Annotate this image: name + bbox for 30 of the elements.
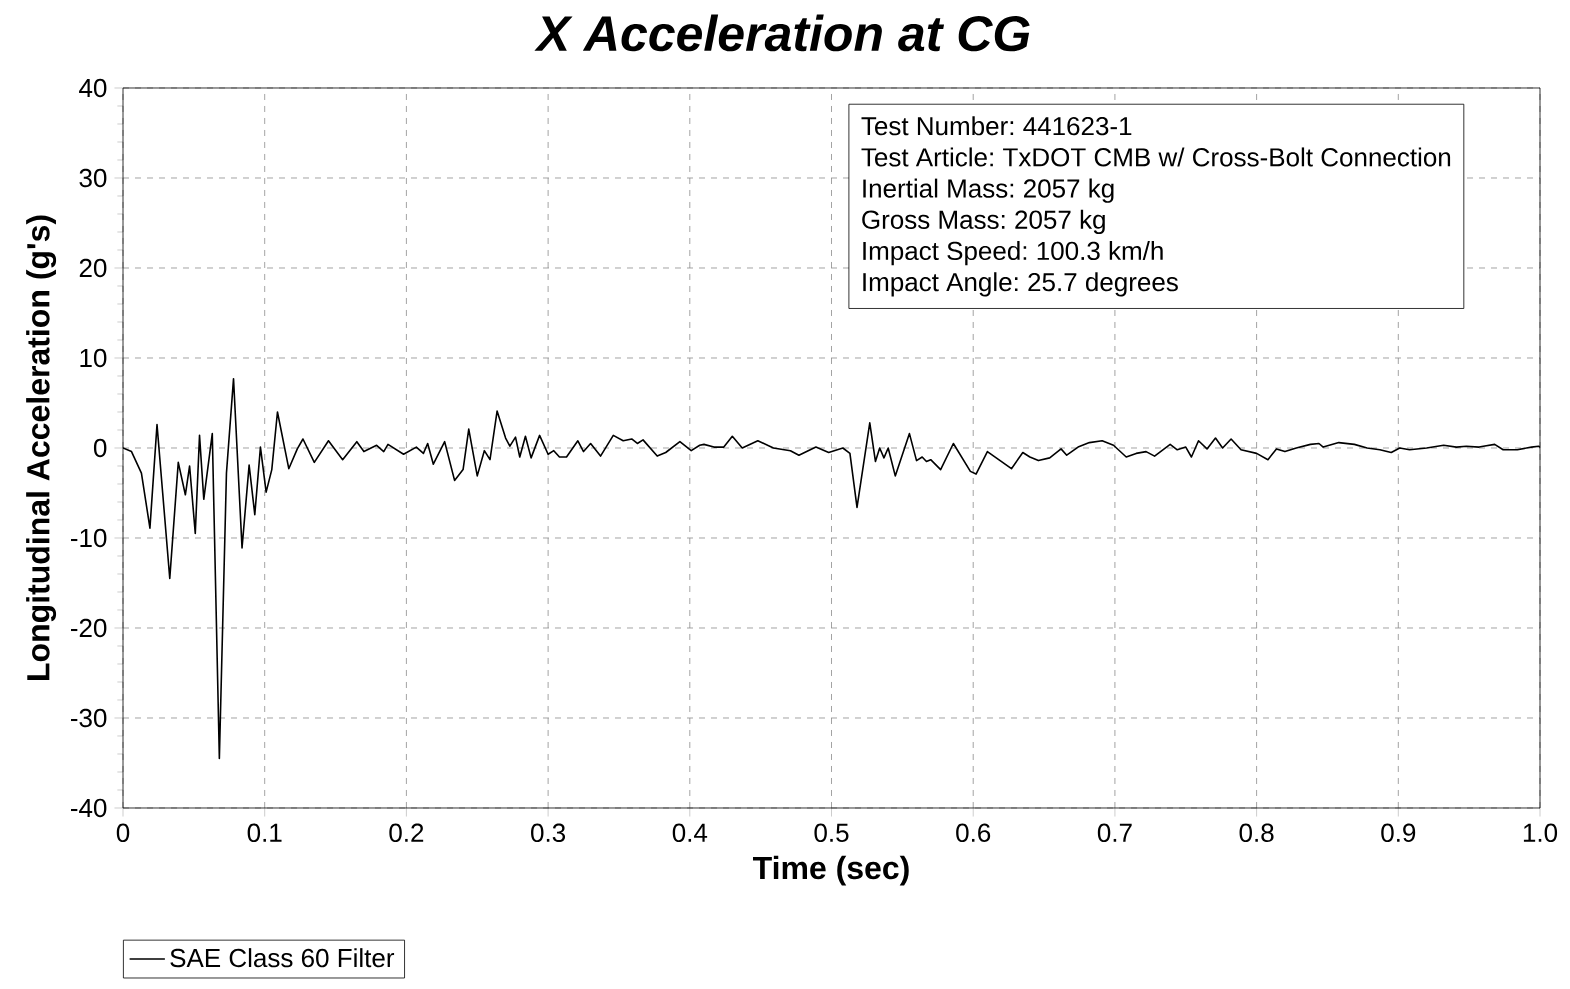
- x-tick-label: 0.2: [389, 823, 424, 842]
- x-tick-label: 0.9: [1381, 823, 1416, 842]
- chart-title: X Acceleration at CG: [534, 14, 1030, 52]
- x-tick-label: 0.7: [1097, 823, 1132, 842]
- y-tick-label: -20: [70, 618, 107, 638]
- annotation: Inertial Mass: 2057 kg: [863, 178, 1114, 203]
- x-tick-label: 1.0: [1523, 823, 1558, 842]
- x-tick-label: 0.4: [672, 823, 708, 842]
- x-tick-label: 0.3: [531, 823, 566, 842]
- x-tick-label: 0.6: [956, 823, 991, 842]
- y-tick-label: 40: [79, 78, 107, 98]
- annotation: Impact Speed: 100.3 km/h: [863, 241, 1163, 266]
- annotation: Test Number: 441623-1: [861, 116, 1132, 136]
- y-tick-label: -30: [70, 708, 107, 728]
- x-tick-label: 0.1: [247, 823, 282, 842]
- annotation: Impact Angle: 25.7 degrees: [863, 272, 1178, 297]
- y-tick-label: 30: [79, 168, 107, 188]
- legend-label: SAE Class 60 Filter: [170, 948, 395, 968]
- annotation: Gross Mass: 2057 kg: [862, 209, 1105, 235]
- y-axis-title: Longitudinal Acceleration (g's): [26, 215, 57, 680]
- x-tick-label: 0.8: [1239, 823, 1274, 842]
- x-axis-title: Time (sec): [753, 855, 909, 886]
- x-tick-label: 0: [116, 823, 130, 842]
- annotation: Test Article: TxDOT CMB w/ Cross-Bolt Connection: [861, 147, 1451, 167]
- y-tick-label: -10: [70, 528, 107, 548]
- y-tick-label: 0: [93, 438, 107, 458]
- x-tick-label: 0.5: [814, 823, 849, 842]
- y-tick-label: -40: [70, 798, 107, 818]
- y-tick-label: 10: [80, 348, 107, 368]
- y-tick-label: 20: [79, 258, 107, 278]
